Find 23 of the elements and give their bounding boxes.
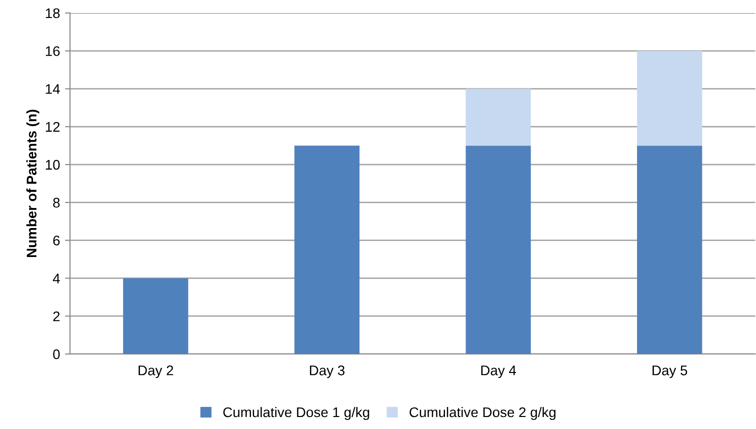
y-axis-title: Number of Patients (n) xyxy=(26,110,40,258)
y-tick-label: 12 xyxy=(46,122,60,132)
bar xyxy=(637,50,702,146)
y-tick-label: 16 xyxy=(46,46,60,56)
y-tick-label: 18 xyxy=(46,8,60,18)
y-tick-label: 2 xyxy=(53,311,60,322)
bar xyxy=(294,146,360,354)
x-tick-label: Day 5 xyxy=(652,366,688,378)
y-tick-label: 14 xyxy=(46,84,60,94)
bar xyxy=(466,146,531,354)
legend-label: Cumulative Dose 1 g/kg xyxy=(223,406,370,420)
legend-label: Cumulative Dose 2 g/kg xyxy=(410,406,556,420)
x-tick-label: Day 4 xyxy=(481,366,516,378)
y-tick-label: 4 xyxy=(52,274,60,284)
bar xyxy=(637,146,702,354)
y-tick-label: 6 xyxy=(53,236,60,246)
y-tick-label: 0 xyxy=(53,349,60,360)
x-tick-label: Day 3 xyxy=(310,365,344,378)
bar xyxy=(123,278,188,354)
y-tick-label: 10 xyxy=(46,160,60,170)
x-tick-label: Day 2 xyxy=(138,365,174,378)
y-tick-label: 8 xyxy=(53,198,60,208)
bar xyxy=(466,88,531,146)
